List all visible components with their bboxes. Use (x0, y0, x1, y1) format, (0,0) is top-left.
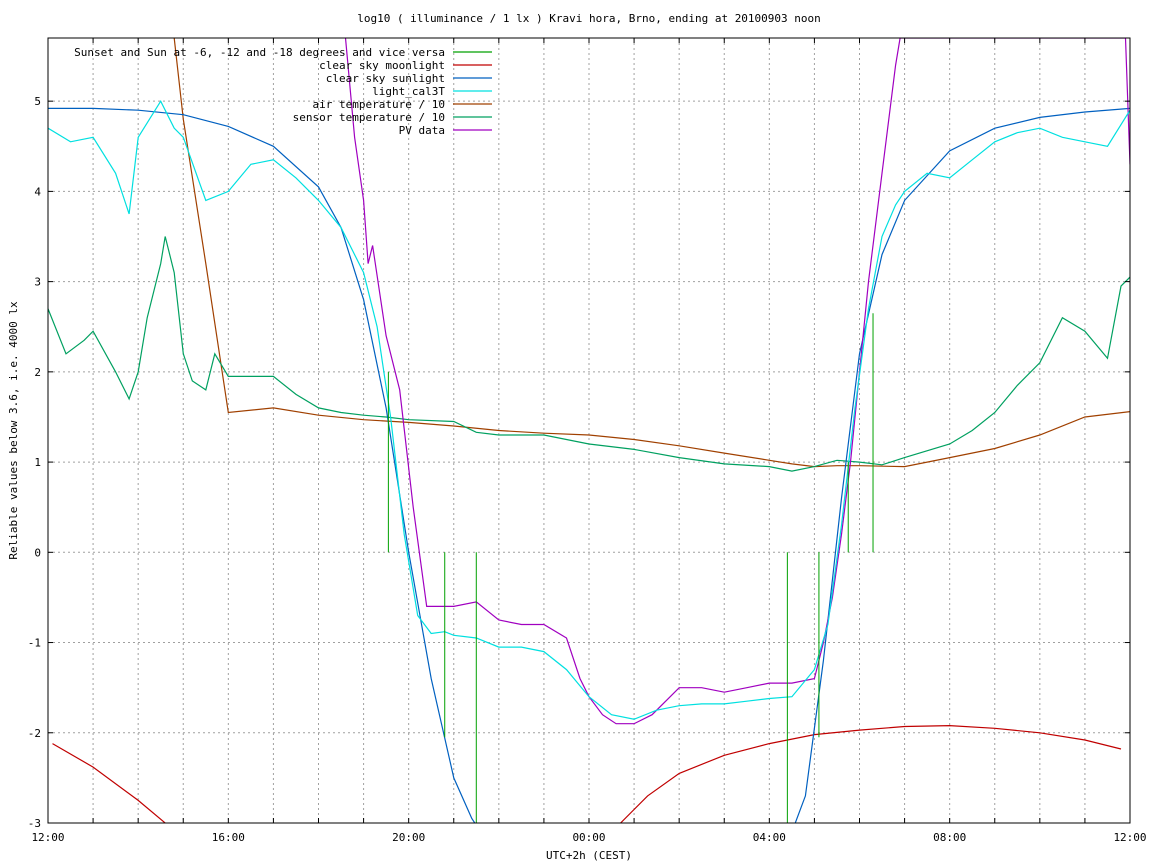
legend-label: PV data (399, 124, 445, 137)
series-clear-sky-moonlight-part2 (620, 724, 1122, 823)
x-tick-label: 08:00 (933, 831, 966, 844)
series-air-temperature-10 (173, 38, 1130, 468)
y-tick-label: 2 (34, 366, 41, 379)
series-pv-data (344, 38, 1130, 725)
axis-ticks: 12:00 16:00 20:00 00:00 04:00 08:00 12:00-3-2-… (28, 38, 1147, 844)
x-tick-label: 16:00 (212, 831, 245, 844)
series-light-cal3t (48, 99, 1130, 720)
x-tick-label: 04:00 (753, 831, 786, 844)
x-tick-label: 00:00 (572, 831, 605, 844)
legend-label: Sunset and Sun at -6, -12 and -18 degree… (74, 46, 445, 59)
series-clear-sky-sunlight (48, 107, 1130, 823)
legend: Sunset and Sun at -6, -12 and -18 degree… (74, 46, 492, 137)
y-tick-label: 3 (34, 276, 41, 289)
plot-frame (47, 37, 1131, 824)
x-axis-label: UTC+2h (CEST) (546, 849, 632, 862)
legend-label: clear sky moonlight (319, 59, 445, 72)
legend-label: clear sky sunlight (326, 72, 445, 85)
y-tick-label: 0 (34, 546, 41, 559)
legend-label: air temperature / 10 (313, 98, 445, 111)
x-tick-label: 12:00 (31, 831, 64, 844)
chart-title: log10 ( illuminance / 1 lx ) Kravi hora,… (357, 12, 821, 25)
grid-lines (48, 38, 1130, 823)
y-axis-label: Reliable values below 3.6, i.e. 4000 lx (7, 301, 20, 560)
legend-label: light_cal3T (372, 85, 445, 98)
y-tick-label: -3 (28, 817, 41, 830)
x-tick-label: 12:00 (1113, 831, 1146, 844)
legend-label: sensor temperature / 10 (293, 111, 445, 124)
y-tick-label: 1 (34, 456, 41, 469)
y-tick-label: 4 (34, 185, 41, 198)
series-sensor-temperature-10 (48, 236, 1130, 472)
y-tick-label: -1 (28, 637, 41, 650)
series-clear-sky-moonlight (52, 743, 166, 823)
series-layer (48, 38, 1130, 823)
x-tick-label: 20:00 (392, 831, 425, 844)
y-tick-label: 5 (34, 95, 41, 108)
y-tick-label: -2 (28, 727, 41, 740)
